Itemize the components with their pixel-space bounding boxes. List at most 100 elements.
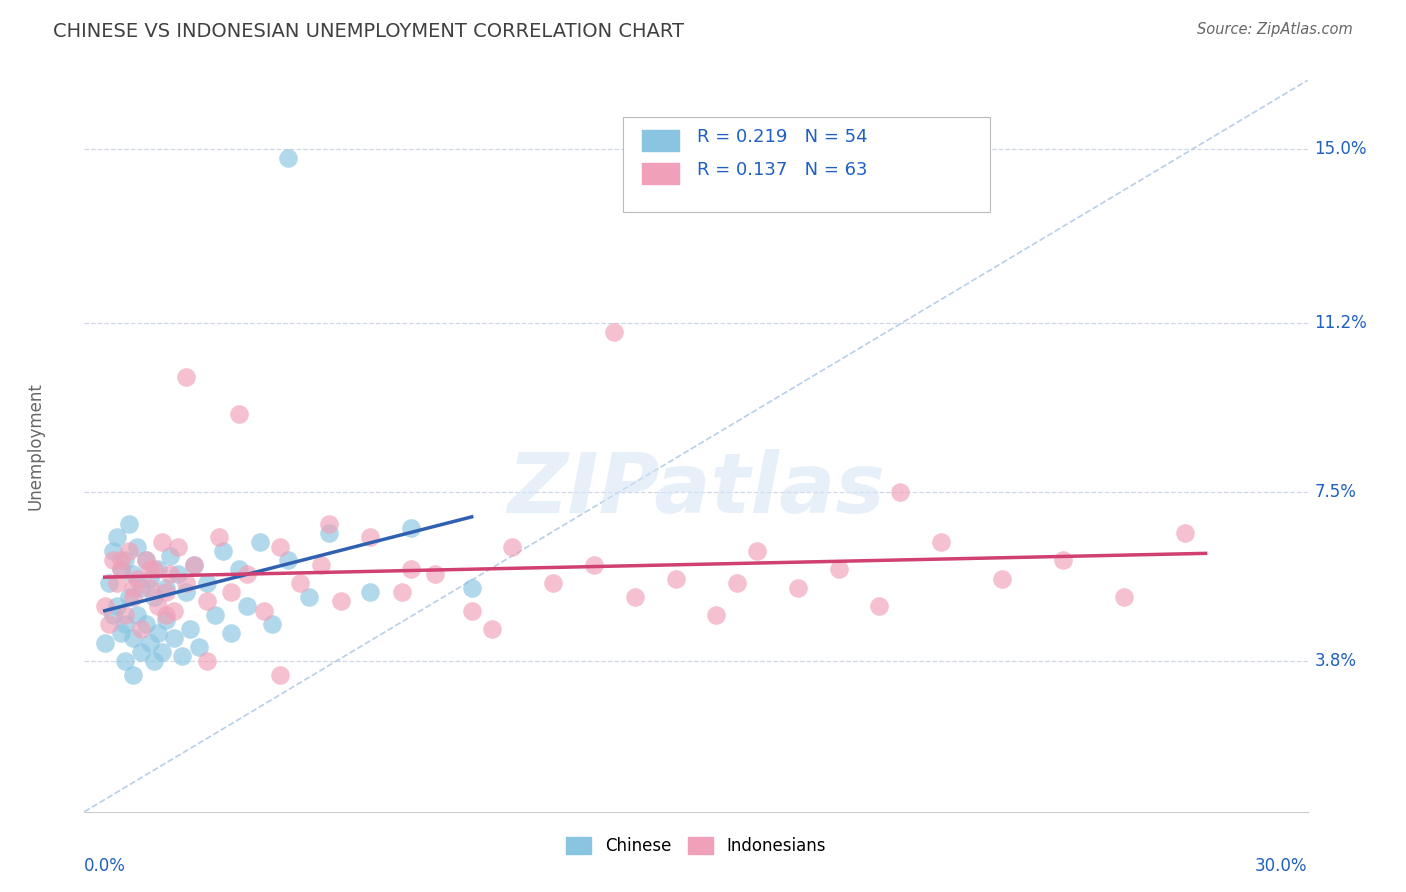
Point — [110, 553, 132, 567]
Point — [706, 608, 728, 623]
Point — [228, 562, 250, 576]
Text: 30.0%: 30.0% — [1256, 857, 1308, 875]
Point — [725, 576, 748, 591]
Point — [583, 558, 606, 572]
Point — [127, 540, 149, 554]
Point — [260, 617, 283, 632]
Point — [114, 654, 136, 668]
Point — [118, 544, 141, 558]
Point — [114, 553, 136, 567]
Point — [423, 567, 446, 582]
Point — [101, 553, 124, 567]
Point — [142, 562, 165, 576]
Point — [543, 576, 565, 591]
Point — [122, 631, 145, 645]
Point — [127, 572, 149, 586]
Point — [155, 585, 177, 599]
Text: Source: ZipAtlas.com: Source: ZipAtlas.com — [1197, 22, 1353, 37]
Bar — [643, 163, 679, 184]
Point — [138, 562, 160, 576]
Point — [138, 572, 160, 586]
Point — [150, 535, 173, 549]
Point — [114, 617, 136, 632]
Point — [118, 516, 141, 531]
Point — [131, 622, 153, 636]
Point — [172, 649, 194, 664]
Point — [195, 594, 218, 608]
Text: ZIPatlas: ZIPatlas — [508, 450, 884, 531]
Point — [97, 576, 120, 591]
Point — [150, 645, 173, 659]
Text: 7.5%: 7.5% — [1315, 483, 1357, 500]
Point — [163, 603, 186, 617]
Point — [131, 581, 153, 595]
Point — [101, 544, 124, 558]
Point — [183, 558, 205, 572]
Text: 3.8%: 3.8% — [1315, 652, 1357, 670]
Text: Unemployment: Unemployment — [27, 382, 45, 510]
Point — [110, 626, 132, 640]
Point — [122, 667, 145, 681]
Point — [135, 617, 157, 632]
Point — [159, 549, 181, 563]
Text: 0.0%: 0.0% — [84, 857, 127, 875]
Point — [399, 562, 422, 576]
Point — [787, 581, 810, 595]
Point — [167, 567, 190, 582]
Point — [105, 576, 128, 591]
Point — [991, 572, 1014, 586]
Text: R = 0.137   N = 63: R = 0.137 N = 63 — [697, 161, 868, 179]
Text: 11.2%: 11.2% — [1315, 314, 1367, 332]
Point — [195, 576, 218, 591]
Legend: Chinese, Indonesians: Chinese, Indonesians — [560, 830, 832, 862]
Point — [118, 590, 141, 604]
Point — [502, 540, 524, 554]
Point — [146, 626, 169, 640]
Point — [1174, 525, 1197, 540]
Point — [603, 325, 626, 339]
Point — [269, 667, 291, 681]
Point — [277, 151, 299, 165]
Point — [219, 626, 242, 640]
Point — [135, 553, 157, 567]
Point — [391, 585, 413, 599]
Point — [929, 535, 952, 549]
Text: R = 0.219   N = 54: R = 0.219 N = 54 — [697, 128, 868, 146]
Point — [253, 603, 276, 617]
Point — [269, 540, 291, 554]
Point — [747, 544, 769, 558]
Point — [167, 540, 190, 554]
Point — [318, 516, 340, 531]
Point — [155, 608, 177, 623]
Point — [142, 590, 165, 604]
Point — [187, 640, 209, 655]
Point — [110, 562, 132, 576]
Point — [236, 567, 259, 582]
Point — [179, 622, 201, 636]
Point — [481, 622, 503, 636]
Point — [105, 599, 128, 613]
Point — [174, 370, 197, 384]
Point — [131, 645, 153, 659]
Point — [359, 530, 381, 544]
Point — [101, 608, 124, 623]
Point — [290, 576, 312, 591]
Point — [208, 530, 231, 544]
Point — [155, 581, 177, 595]
Point — [309, 558, 332, 572]
Point — [1052, 553, 1074, 567]
Point — [228, 407, 250, 421]
Point — [114, 608, 136, 623]
Point — [219, 585, 242, 599]
Point — [105, 530, 128, 544]
Point — [138, 581, 160, 595]
Point — [828, 562, 851, 576]
Point — [318, 525, 340, 540]
Point — [330, 594, 353, 608]
Point — [163, 631, 186, 645]
Point — [93, 599, 115, 613]
Point — [236, 599, 259, 613]
Point — [93, 635, 115, 649]
Point — [624, 590, 647, 604]
Point — [461, 581, 484, 595]
